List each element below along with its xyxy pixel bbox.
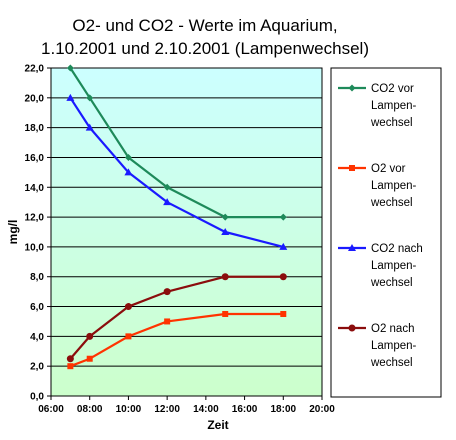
legend-label-0-line-1: Lampen-: [371, 100, 417, 112]
series-1-point-5: [280, 311, 287, 317]
legend-label-1-line-1: Lampen-: [371, 180, 417, 192]
series-3: [66, 273, 287, 363]
x-tick-label-7: 20:00: [309, 404, 335, 415]
series-2-point-0: [66, 93, 75, 101]
series-3-point-3: [163, 288, 171, 296]
x-tick-label-3: 12:00: [154, 404, 180, 415]
plot-area: [50, 67, 323, 397]
x-axis-label: Zeit: [207, 418, 228, 432]
series-2-point-2: [124, 168, 133, 176]
y-tick-label-2: 4,0: [30, 332, 44, 343]
x-tick-label-1: 08:00: [77, 404, 103, 415]
series-3-point-2: [124, 303, 132, 311]
series-1-point-0: [67, 363, 74, 370]
series-1-point-2: [125, 333, 132, 340]
y-tick-label-10: 20,0: [25, 93, 45, 104]
legend-label-1-line-2: wechsel: [370, 197, 413, 209]
series-0-point-1: [86, 94, 94, 102]
legend-entry-3: O2 nach Lampen-wechsel: [338, 323, 417, 369]
series-3-line: [69, 275, 284, 360]
legend-marker-2: [348, 244, 356, 251]
legend-entry-1: O2 vor Lampen-wechsel: [338, 163, 417, 209]
chart-title-line-2: 1.10.2001 und 2.10.2001 (Lampenwechsel): [41, 39, 369, 58]
legend-entry-0: CO2 vor Lampen-wechsel: [338, 83, 417, 129]
legend-label-3-line-2: wechsel: [370, 357, 413, 369]
series-0-point-3: [163, 183, 171, 191]
series-0-point-2: [124, 153, 132, 161]
x-tick-label-6: 18:00: [270, 404, 296, 415]
y-tick-label-3: 6,0: [30, 302, 44, 313]
x-tick-label-5: 16:00: [232, 404, 258, 415]
legend-label-0-line-0: CO2 vor: [371, 83, 414, 95]
grid-lines: [51, 97, 322, 367]
legend-box: [330, 67, 442, 398]
series-2-point-5: [279, 242, 288, 250]
series-0: [66, 64, 287, 221]
y-tick-label-9: 18,0: [25, 123, 45, 134]
series-layer: [66, 64, 288, 370]
series-2-point-4: [221, 228, 230, 235]
legend-marker-1: [349, 165, 355, 171]
x-tick-label-0: 06:00: [38, 404, 64, 415]
series-2-point-3: [163, 198, 172, 206]
y-tick-label-7: 14,0: [25, 183, 45, 194]
legend-entry-2: CO2 nach Lampen-wechsel: [338, 243, 423, 289]
legend-label-2-line-0: CO2 nach: [371, 243, 423, 255]
series-2-point-1: [85, 123, 94, 131]
y-tick-label-4: 8,0: [30, 272, 44, 283]
series-0-point-4: [221, 213, 229, 221]
legend-label-0-line-2: wechsel: [370, 117, 413, 129]
series-0-line: [69, 67, 284, 219]
legend-label-1-line-0: O2 vor: [371, 163, 406, 175]
x-tick-labels: 06:00 08:00 10:00 12:00 14:00 16:00 18:00 20:00: [38, 396, 335, 415]
series-1-line: [69, 312, 284, 368]
y-tick-label-8: 16,0: [25, 153, 45, 164]
y-tick-label-0: 0,0: [30, 392, 44, 403]
legend-label-3-line-1: Lampen-: [371, 340, 417, 352]
y-tick-label-11: 22,0: [25, 64, 45, 75]
series-1-point-1: [86, 355, 93, 362]
series-3-point-5: [279, 273, 287, 281]
legend-marker-3: [348, 324, 356, 332]
legend-label-3-line-0: O2 nach: [371, 323, 414, 335]
x-tick-label-2: 10:00: [116, 404, 142, 415]
series-1-point-3: [164, 318, 171, 325]
y-axis-label: mg/l: [6, 220, 20, 245]
series-2: [66, 93, 288, 250]
y-tick-label-5: 10,0: [25, 242, 45, 253]
y-tick-label-1: 2,0: [30, 362, 44, 373]
legend: CO2 vor Lampen-wechsel O2 vor Lampen-wechse…: [338, 83, 423, 369]
series-1: [67, 311, 287, 370]
series-0-point-5: [279, 213, 287, 221]
legend-label-2-line-2: wechsel: [370, 277, 413, 289]
series-3-point-0: [66, 355, 74, 363]
legend-label-2-line-1: Lampen-: [371, 260, 417, 272]
legend-marker-0: [348, 84, 356, 92]
series-0-point-0: [66, 64, 74, 72]
series-1-point-4: [222, 311, 229, 317]
y-tick-label-6: 12,0: [25, 213, 45, 224]
chart-title-line-1: O2- und CO2 - Werte im Aquarium,: [72, 16, 337, 35]
series-2-line: [69, 97, 284, 248]
y-tick-labels: 0,0 2,0 4,0 6,0 8,0 10,0 12,0 14,0 16,0 18,0 20,0 2…: [25, 64, 51, 403]
series-3-point-1: [86, 332, 94, 340]
series-3-point-4: [221, 273, 229, 281]
x-tick-label-4: 14:00: [193, 404, 219, 415]
